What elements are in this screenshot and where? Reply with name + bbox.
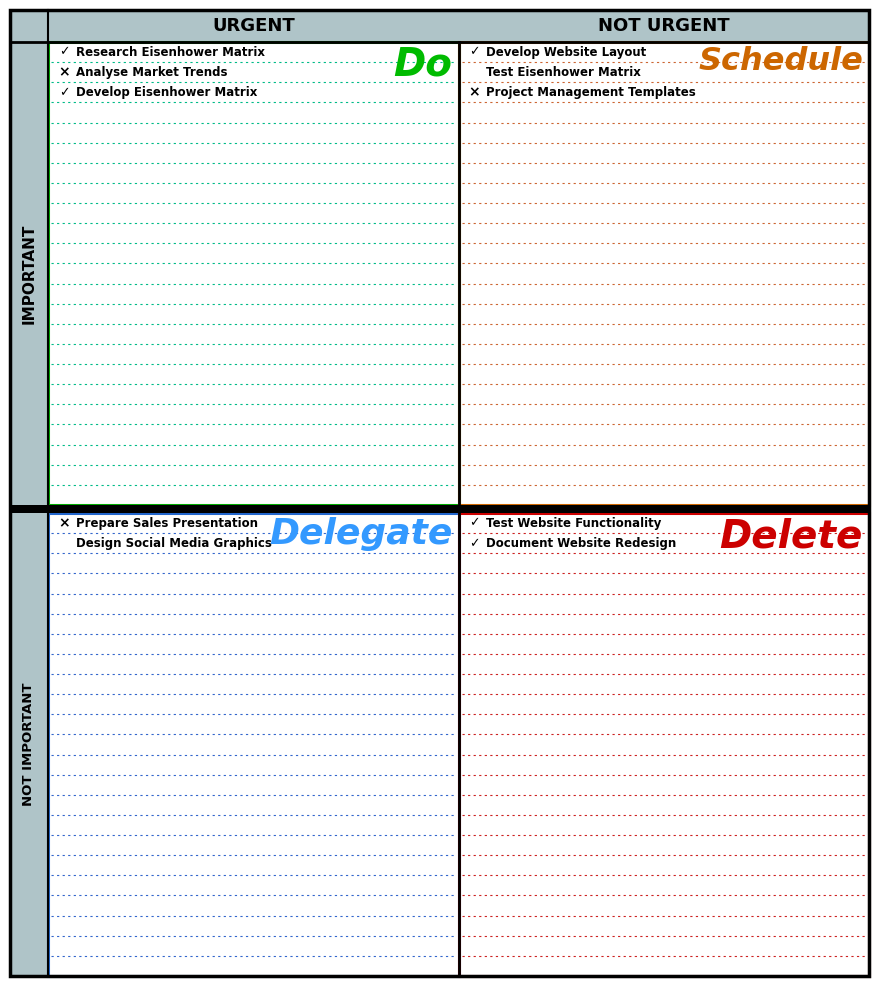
Bar <box>10 513 48 976</box>
Text: ✓: ✓ <box>469 536 480 550</box>
Text: ×: × <box>58 65 70 79</box>
Bar <box>459 513 869 976</box>
Text: Analyse Market Trends: Analyse Market Trends <box>76 66 227 79</box>
Text: IMPORTANT: IMPORTANT <box>22 223 37 324</box>
Text: Research Eisenhower Matrix: Research Eisenhower Matrix <box>76 45 265 59</box>
Bar <box>10 42 48 505</box>
Bar <box>10 505 869 513</box>
Text: ✓: ✓ <box>59 45 69 59</box>
Bar <box>48 513 459 976</box>
Text: Test Eisenhower Matrix: Test Eisenhower Matrix <box>487 66 641 79</box>
Text: ✓: ✓ <box>469 517 480 529</box>
Text: URGENT: URGENT <box>212 17 295 35</box>
Bar <box>48 42 459 505</box>
Text: Do: Do <box>394 46 453 84</box>
Text: ✓: ✓ <box>469 45 480 59</box>
Text: Design Social Media Graphics: Design Social Media Graphics <box>76 536 272 550</box>
Text: Delegate: Delegate <box>269 517 453 551</box>
Text: Develop Website Layout: Develop Website Layout <box>487 45 646 59</box>
Bar <box>459 513 869 976</box>
Text: ×: × <box>468 86 481 99</box>
Text: Prepare Sales Presentation: Prepare Sales Presentation <box>76 517 258 529</box>
Text: Document Website Redesign: Document Website Redesign <box>487 536 677 550</box>
Text: Test Website Functionality: Test Website Functionality <box>487 517 662 529</box>
Text: Schedule: Schedule <box>698 46 863 77</box>
Bar <box>459 42 869 505</box>
Text: ✓: ✓ <box>59 86 69 98</box>
Bar <box>48 513 459 976</box>
Text: ×: × <box>58 516 70 530</box>
Text: Project Management Templates: Project Management Templates <box>487 86 696 98</box>
Text: Delete: Delete <box>720 517 863 555</box>
Bar <box>10 10 869 42</box>
Bar <box>48 42 459 505</box>
Text: NOT URGENT: NOT URGENT <box>598 17 730 35</box>
Text: NOT IMPORTANT: NOT IMPORTANT <box>23 683 35 806</box>
Bar <box>459 42 869 505</box>
Text: Develop Eisenhower Matrix: Develop Eisenhower Matrix <box>76 86 257 98</box>
